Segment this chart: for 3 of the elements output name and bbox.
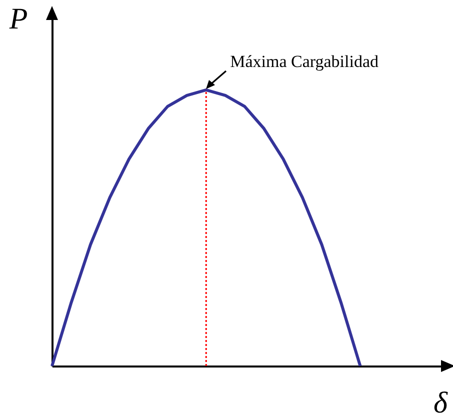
text: Máxima Cargabilidad [230, 52, 380, 71]
x-axis-title: δ [434, 386, 449, 418]
y-axis-title: P [8, 2, 28, 36]
